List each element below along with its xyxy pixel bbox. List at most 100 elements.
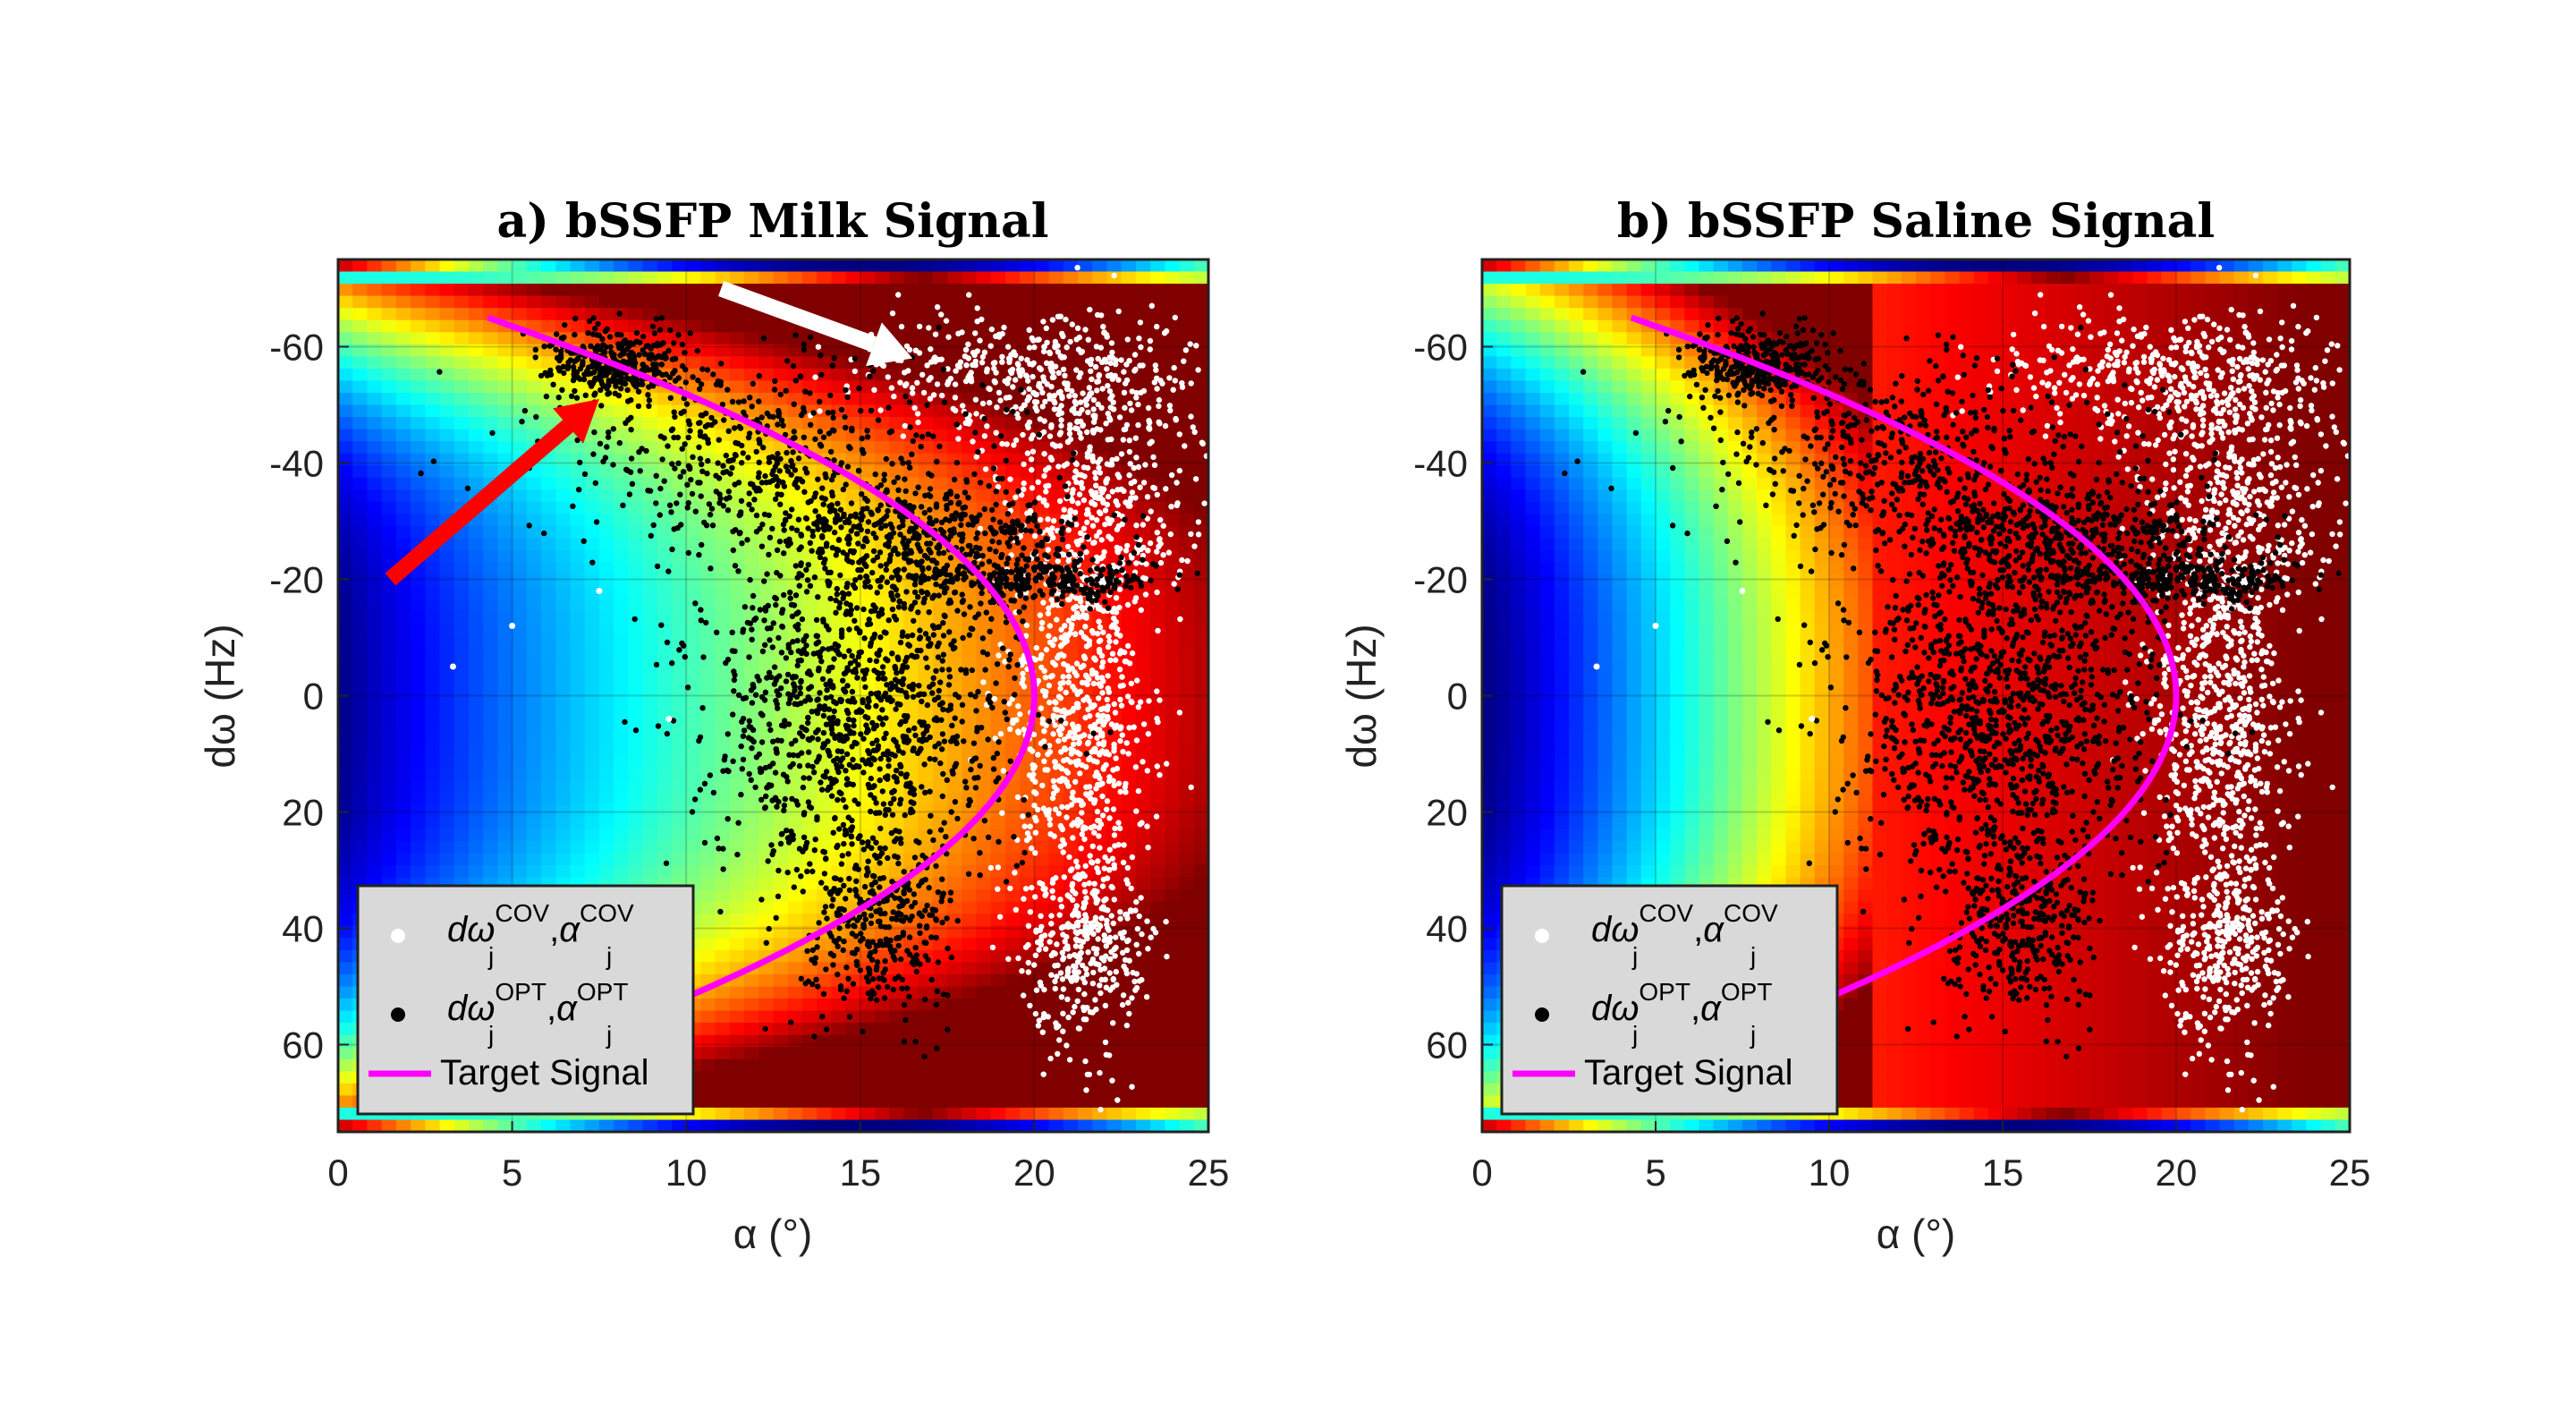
scatter-point [935, 624, 942, 631]
scatter-point [770, 848, 776, 854]
scatter-point [927, 788, 933, 795]
scatter-point [1131, 368, 1138, 374]
scatter-point [938, 717, 945, 723]
scatter-point [926, 609, 932, 616]
scatter-point [916, 683, 922, 689]
scatter-point [991, 695, 998, 702]
scatter-point [1063, 814, 1070, 820]
scatter-point [865, 839, 871, 846]
scatter-point [1056, 1037, 1063, 1043]
scatter-point [1176, 467, 1183, 474]
scatter-point [679, 446, 685, 452]
scatter-point [724, 731, 731, 737]
scatter-point [939, 876, 945, 882]
scatter-point [979, 360, 986, 366]
scatter-point [762, 472, 768, 480]
scatter-point [863, 553, 870, 559]
scatter-point [1109, 456, 1115, 463]
scatter-point [894, 497, 902, 503]
scatter-point [924, 664, 930, 671]
scatter-point [590, 315, 597, 321]
scatter-point [903, 985, 911, 991]
scatter-point [1059, 574, 1066, 580]
scatter-point [600, 458, 606, 464]
scatter-point [978, 600, 984, 607]
scatter-point [1006, 543, 1013, 549]
scatter-point [805, 525, 811, 531]
scatter-point [1123, 573, 1130, 580]
scatter-point [819, 1014, 826, 1020]
scatter-point [696, 552, 702, 558]
scatter-point [982, 466, 989, 472]
scatter-point [911, 854, 919, 861]
series-opt-points [418, 310, 1201, 1060]
scatter-point [879, 664, 886, 670]
scatter-point [1097, 727, 1103, 733]
scatter-point [1079, 802, 1085, 808]
scatter-point [758, 480, 766, 486]
scatter-point [1088, 922, 1095, 930]
scatter-point [1073, 858, 1080, 864]
scatter-point [831, 457, 837, 463]
scatter-point [853, 958, 860, 965]
scatter-point [848, 513, 854, 520]
scatter-point [654, 563, 661, 570]
scatter-point [682, 654, 688, 660]
scatter-point [1020, 676, 1027, 683]
scatter-point [1106, 970, 1113, 976]
scatter-point [686, 421, 693, 428]
scatter-point [1123, 1022, 1131, 1029]
scatter-point [826, 784, 832, 791]
scatter-point [877, 845, 884, 852]
scatter-point [894, 551, 902, 557]
scatter-point [582, 392, 589, 398]
scatter-point [901, 1002, 908, 1008]
scatter-point [838, 524, 844, 531]
scatter-point [979, 561, 986, 567]
scatter-point [1036, 1017, 1043, 1024]
scatter-point [990, 360, 997, 367]
scatter-point [867, 953, 873, 959]
scatter-point [1021, 849, 1028, 856]
scatter-point [926, 565, 932, 572]
scatter-point [1069, 795, 1075, 801]
scatter-point [695, 377, 701, 384]
scatter-point [1006, 701, 1013, 707]
scatter-point [1005, 376, 1012, 382]
scatter-point [1154, 589, 1160, 596]
scatter-point [853, 878, 860, 884]
scatter-point [838, 698, 844, 705]
scatter-point [933, 517, 939, 524]
scatter-point [912, 944, 919, 951]
scatter-point [628, 455, 635, 462]
scatter-point [784, 449, 790, 456]
scatter-point [1184, 557, 1191, 565]
scatter-point [914, 750, 921, 756]
scatter-point [817, 690, 823, 696]
scatter-point [1082, 1058, 1089, 1065]
scatter-point [1097, 966, 1104, 973]
scatter-point [1140, 480, 1148, 486]
scatter-point [1011, 529, 1017, 535]
scatter-point [1078, 586, 1084, 593]
scatter-point [1059, 330, 1065, 337]
scatter-point [765, 858, 771, 864]
scatter-point [948, 809, 954, 815]
scatter-point [1072, 890, 1079, 897]
scatter-point [943, 578, 950, 584]
scatter-point [852, 511, 859, 517]
scatter-point [921, 596, 928, 602]
scatter-point [1073, 522, 1080, 528]
scatter-point [1059, 976, 1066, 982]
scatter-point [922, 789, 928, 795]
scatter-point [1170, 387, 1176, 393]
scatter-point [1119, 567, 1125, 574]
scatter-point [1138, 344, 1144, 351]
scatter-point [774, 701, 780, 708]
scatter-point [1051, 393, 1057, 399]
scatter-point [745, 434, 752, 441]
scatter-point [821, 909, 827, 915]
scatter-point [860, 1028, 866, 1035]
scatter-point [788, 1019, 794, 1025]
scatter-point [816, 753, 822, 760]
